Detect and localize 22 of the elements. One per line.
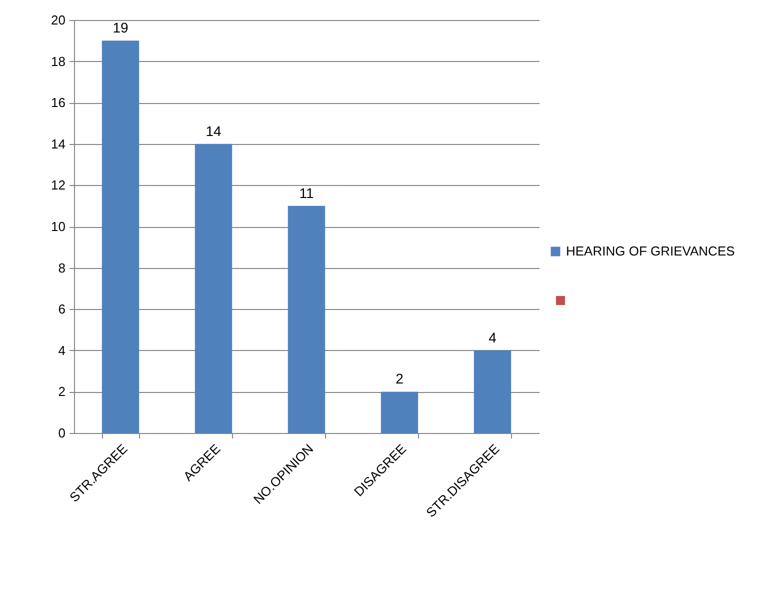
y-tick-label: 16 bbox=[51, 95, 66, 110]
y-tick-label: 20 bbox=[51, 12, 66, 28]
data-label: 4 bbox=[488, 329, 497, 346]
data-label: 11 bbox=[299, 184, 314, 201]
y-tick-label: 14 bbox=[51, 136, 66, 152]
bar bbox=[474, 350, 512, 433]
y-tick-label: 12 bbox=[51, 178, 66, 193]
data-label: 2 bbox=[396, 370, 404, 387]
bar bbox=[380, 392, 418, 433]
bar bbox=[194, 144, 232, 433]
bar bbox=[288, 206, 326, 433]
bar bbox=[102, 40, 140, 433]
y-tick-label: 0 bbox=[58, 426, 66, 440]
y-tick-label: 10 bbox=[51, 219, 66, 234]
data-label: 19 bbox=[112, 20, 128, 36]
y-tick-label: 2 bbox=[58, 384, 66, 400]
y-tick-label: 4 bbox=[58, 342, 66, 358]
y-tick-label: 6 bbox=[58, 302, 66, 317]
y-tick-label: 8 bbox=[58, 260, 66, 276]
data-label: 14 bbox=[206, 122, 222, 139]
legend-label: HEARING OF GRIEVANCES bbox=[566, 244, 736, 258]
y-tick-label: 18 bbox=[51, 54, 66, 69]
